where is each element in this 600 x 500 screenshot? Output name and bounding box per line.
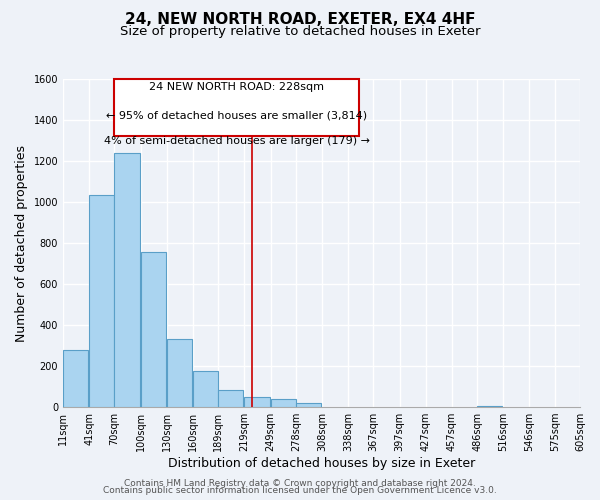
Text: 24, NEW NORTH ROAD, EXETER, EX4 4HF: 24, NEW NORTH ROAD, EXETER, EX4 4HF xyxy=(125,12,475,28)
Bar xyxy=(244,397,269,407)
Bar xyxy=(271,400,296,407)
FancyBboxPatch shape xyxy=(115,79,359,136)
Bar xyxy=(63,350,88,407)
Bar xyxy=(296,403,321,407)
Bar xyxy=(167,340,192,407)
X-axis label: Distribution of detached houses by size in Exeter: Distribution of detached houses by size … xyxy=(168,457,475,470)
Bar xyxy=(89,195,115,407)
Bar xyxy=(193,371,218,407)
Bar xyxy=(140,252,166,407)
Text: 4% of semi-detached houses are larger (179) →: 4% of semi-detached houses are larger (1… xyxy=(104,136,370,146)
Y-axis label: Number of detached properties: Number of detached properties xyxy=(15,144,28,342)
Bar xyxy=(218,390,244,407)
Text: 24 NEW NORTH ROAD: 228sqm: 24 NEW NORTH ROAD: 228sqm xyxy=(149,82,324,92)
Bar xyxy=(477,406,502,407)
Text: Contains public sector information licensed under the Open Government Licence v3: Contains public sector information licen… xyxy=(103,486,497,495)
Text: ← 95% of detached houses are smaller (3,814): ← 95% of detached houses are smaller (3,… xyxy=(106,110,367,120)
Text: Contains HM Land Registry data © Crown copyright and database right 2024.: Contains HM Land Registry data © Crown c… xyxy=(124,478,476,488)
Bar xyxy=(115,153,140,407)
Text: Size of property relative to detached houses in Exeter: Size of property relative to detached ho… xyxy=(120,25,480,38)
